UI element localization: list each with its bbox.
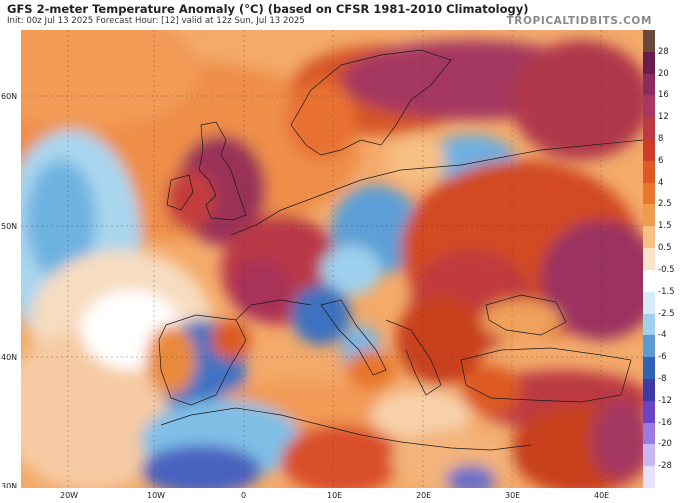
colorbar-swatch	[643, 117, 655, 140]
lon-label: 20E	[416, 491, 432, 500]
colorbar-swatch	[643, 444, 655, 467]
colorbar-swatch	[643, 139, 655, 162]
lon-label: 10E	[327, 491, 343, 500]
coastlines	[158, 49, 643, 451]
colorbar-label: 16	[658, 90, 669, 101]
colorbar-label: 20	[658, 68, 669, 79]
lat-label: 60N	[1, 92, 18, 101]
colorbar-swatch	[643, 204, 655, 227]
latitude-axis: 60N 50N 40N 30N	[0, 30, 21, 491]
anomaly-map	[21, 30, 643, 488]
map-subtitle: Init: 00z Jul 13 2025 Forecast Hour: [12…	[7, 16, 305, 26]
colorbar-label: -1.5	[658, 286, 675, 297]
colorbar-swatch	[643, 30, 655, 53]
anomaly-field	[21, 30, 643, 488]
colorbar-swatch	[643, 160, 655, 184]
colorbar-label: -16	[658, 417, 672, 428]
brand-watermark: TROPICALTIDBITS.COM	[506, 15, 652, 27]
colorbar: 28 20 16 12 8 6 4 2.5 1.5 0.5 -0.5 -1.5 -2.5 -4 -6 -8 -1…	[643, 30, 680, 489]
lon-label: 30E	[505, 491, 521, 500]
colorbar-label: 8	[658, 134, 664, 145]
header: GFS 2-meter Temperature Anomaly (°C) (ba…	[0, 0, 680, 30]
lat-label: 40N	[1, 353, 18, 362]
lon-label: 20W	[60, 491, 79, 500]
lat-label: 50N	[1, 222, 18, 231]
lat-label: 30N	[1, 482, 18, 491]
colorbar-swatch	[643, 248, 655, 271]
colorbar-swatch	[643, 291, 655, 314]
colorbar-label: 0.5	[658, 243, 672, 254]
colorbar-swatch	[643, 378, 655, 402]
colorbar-label: -20	[658, 439, 672, 450]
colorbar-swatch	[643, 95, 655, 118]
colorbar-label: -4	[658, 330, 667, 341]
longitude-axis: 20W 10W 0 10E 20E 30E 40E	[0, 488, 680, 503]
colorbar-label: 1.5	[658, 221, 672, 232]
colorbar-label: -0.5	[658, 264, 675, 275]
colorbar-swatch	[643, 400, 655, 424]
lon-label: 0	[241, 491, 247, 500]
colorbar-swatch	[643, 313, 655, 336]
colorbar-label: -2.5	[658, 308, 675, 319]
colorbar-label: -6	[658, 352, 667, 363]
colorbar-swatch	[643, 226, 655, 249]
colorbar-swatch	[643, 357, 655, 380]
colorbar-swatch	[643, 422, 655, 445]
lon-label: 10W	[147, 491, 166, 500]
colorbar-label: 4	[658, 177, 664, 188]
map-svg	[21, 30, 643, 488]
colorbar-swatch	[643, 269, 655, 293]
map-title: GFS 2-meter Temperature Anomaly (°C) (ba…	[7, 2, 529, 16]
colorbar-swatch	[643, 335, 655, 358]
colorbar-swatch	[643, 466, 655, 489]
colorbar-label: 2.5	[658, 199, 672, 210]
colorbar-swatch	[643, 182, 655, 205]
colorbar-label: 28	[658, 46, 669, 57]
colorbar-label: 12	[658, 112, 669, 123]
colorbar-label: -8	[658, 373, 667, 384]
graticule	[21, 30, 643, 488]
colorbar-label: -12	[658, 395, 672, 406]
lon-label: 40E	[594, 491, 610, 500]
colorbar-swatch	[643, 51, 655, 75]
colorbar-label: -28	[658, 461, 672, 472]
colorbar-swatch	[643, 73, 655, 96]
colorbar-label: 6	[658, 155, 664, 166]
